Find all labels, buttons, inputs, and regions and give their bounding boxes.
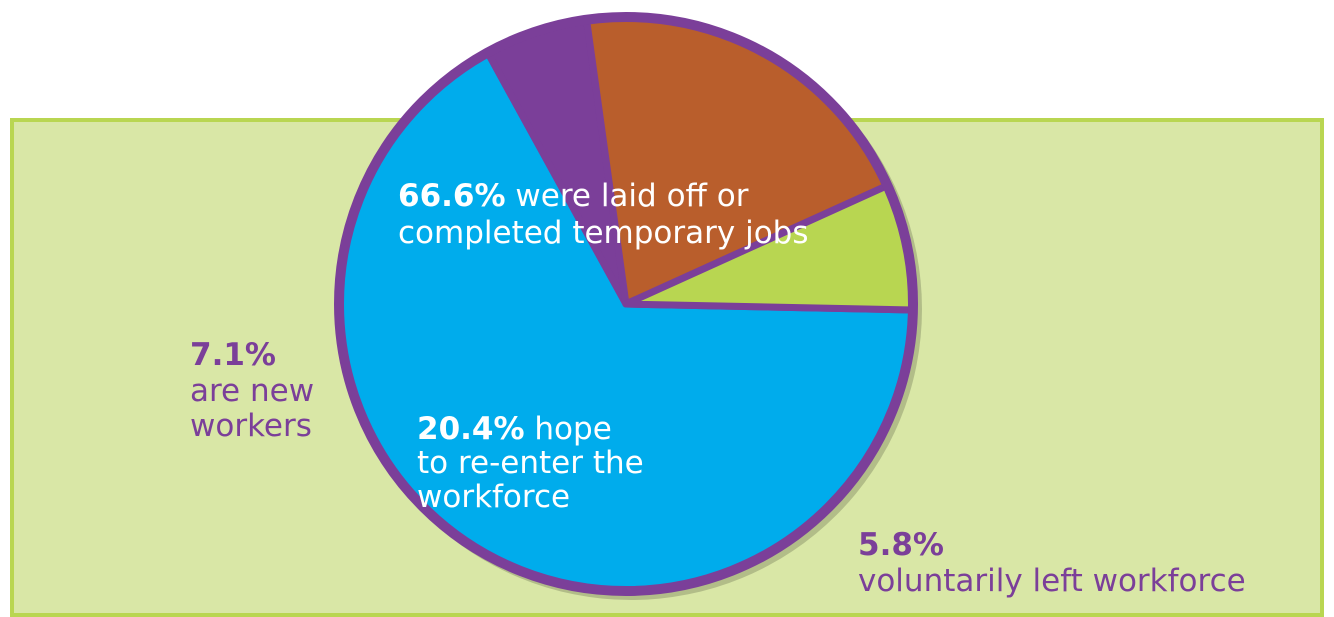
label-laid-off-text: were laid off or [515,178,749,214]
label-laid-off: 66.6% were laid off or completed tempora… [398,178,809,251]
label-reenter-text: hope [534,411,612,447]
label-reenter-pct: 20.4% [417,411,525,447]
label-voluntarily-left-pct: 5.8% [858,527,944,563]
label-new-workers: 7.1% are new workers [190,337,315,445]
label-laid-off-text2: completed temporary jobs [398,214,809,251]
pie-border [334,12,918,596]
label-reenter-text3: workforce [417,479,571,516]
label-reenter: 20.4% hope to re-enter the workforce [417,412,644,514]
label-laid-off-pct: 66.6% [398,178,506,214]
label-voluntarily-left: 5.8% voluntarily left workforce [858,527,1246,600]
label-new-workers-pct: 7.1% [190,337,276,373]
label-new-workers-text: are new [190,372,315,409]
label-voluntarily-left-text: voluntarily left workforce [858,563,1246,600]
label-reenter-text2: to re-enter the [417,445,644,482]
label-new-workers-text2: workers [190,408,312,445]
